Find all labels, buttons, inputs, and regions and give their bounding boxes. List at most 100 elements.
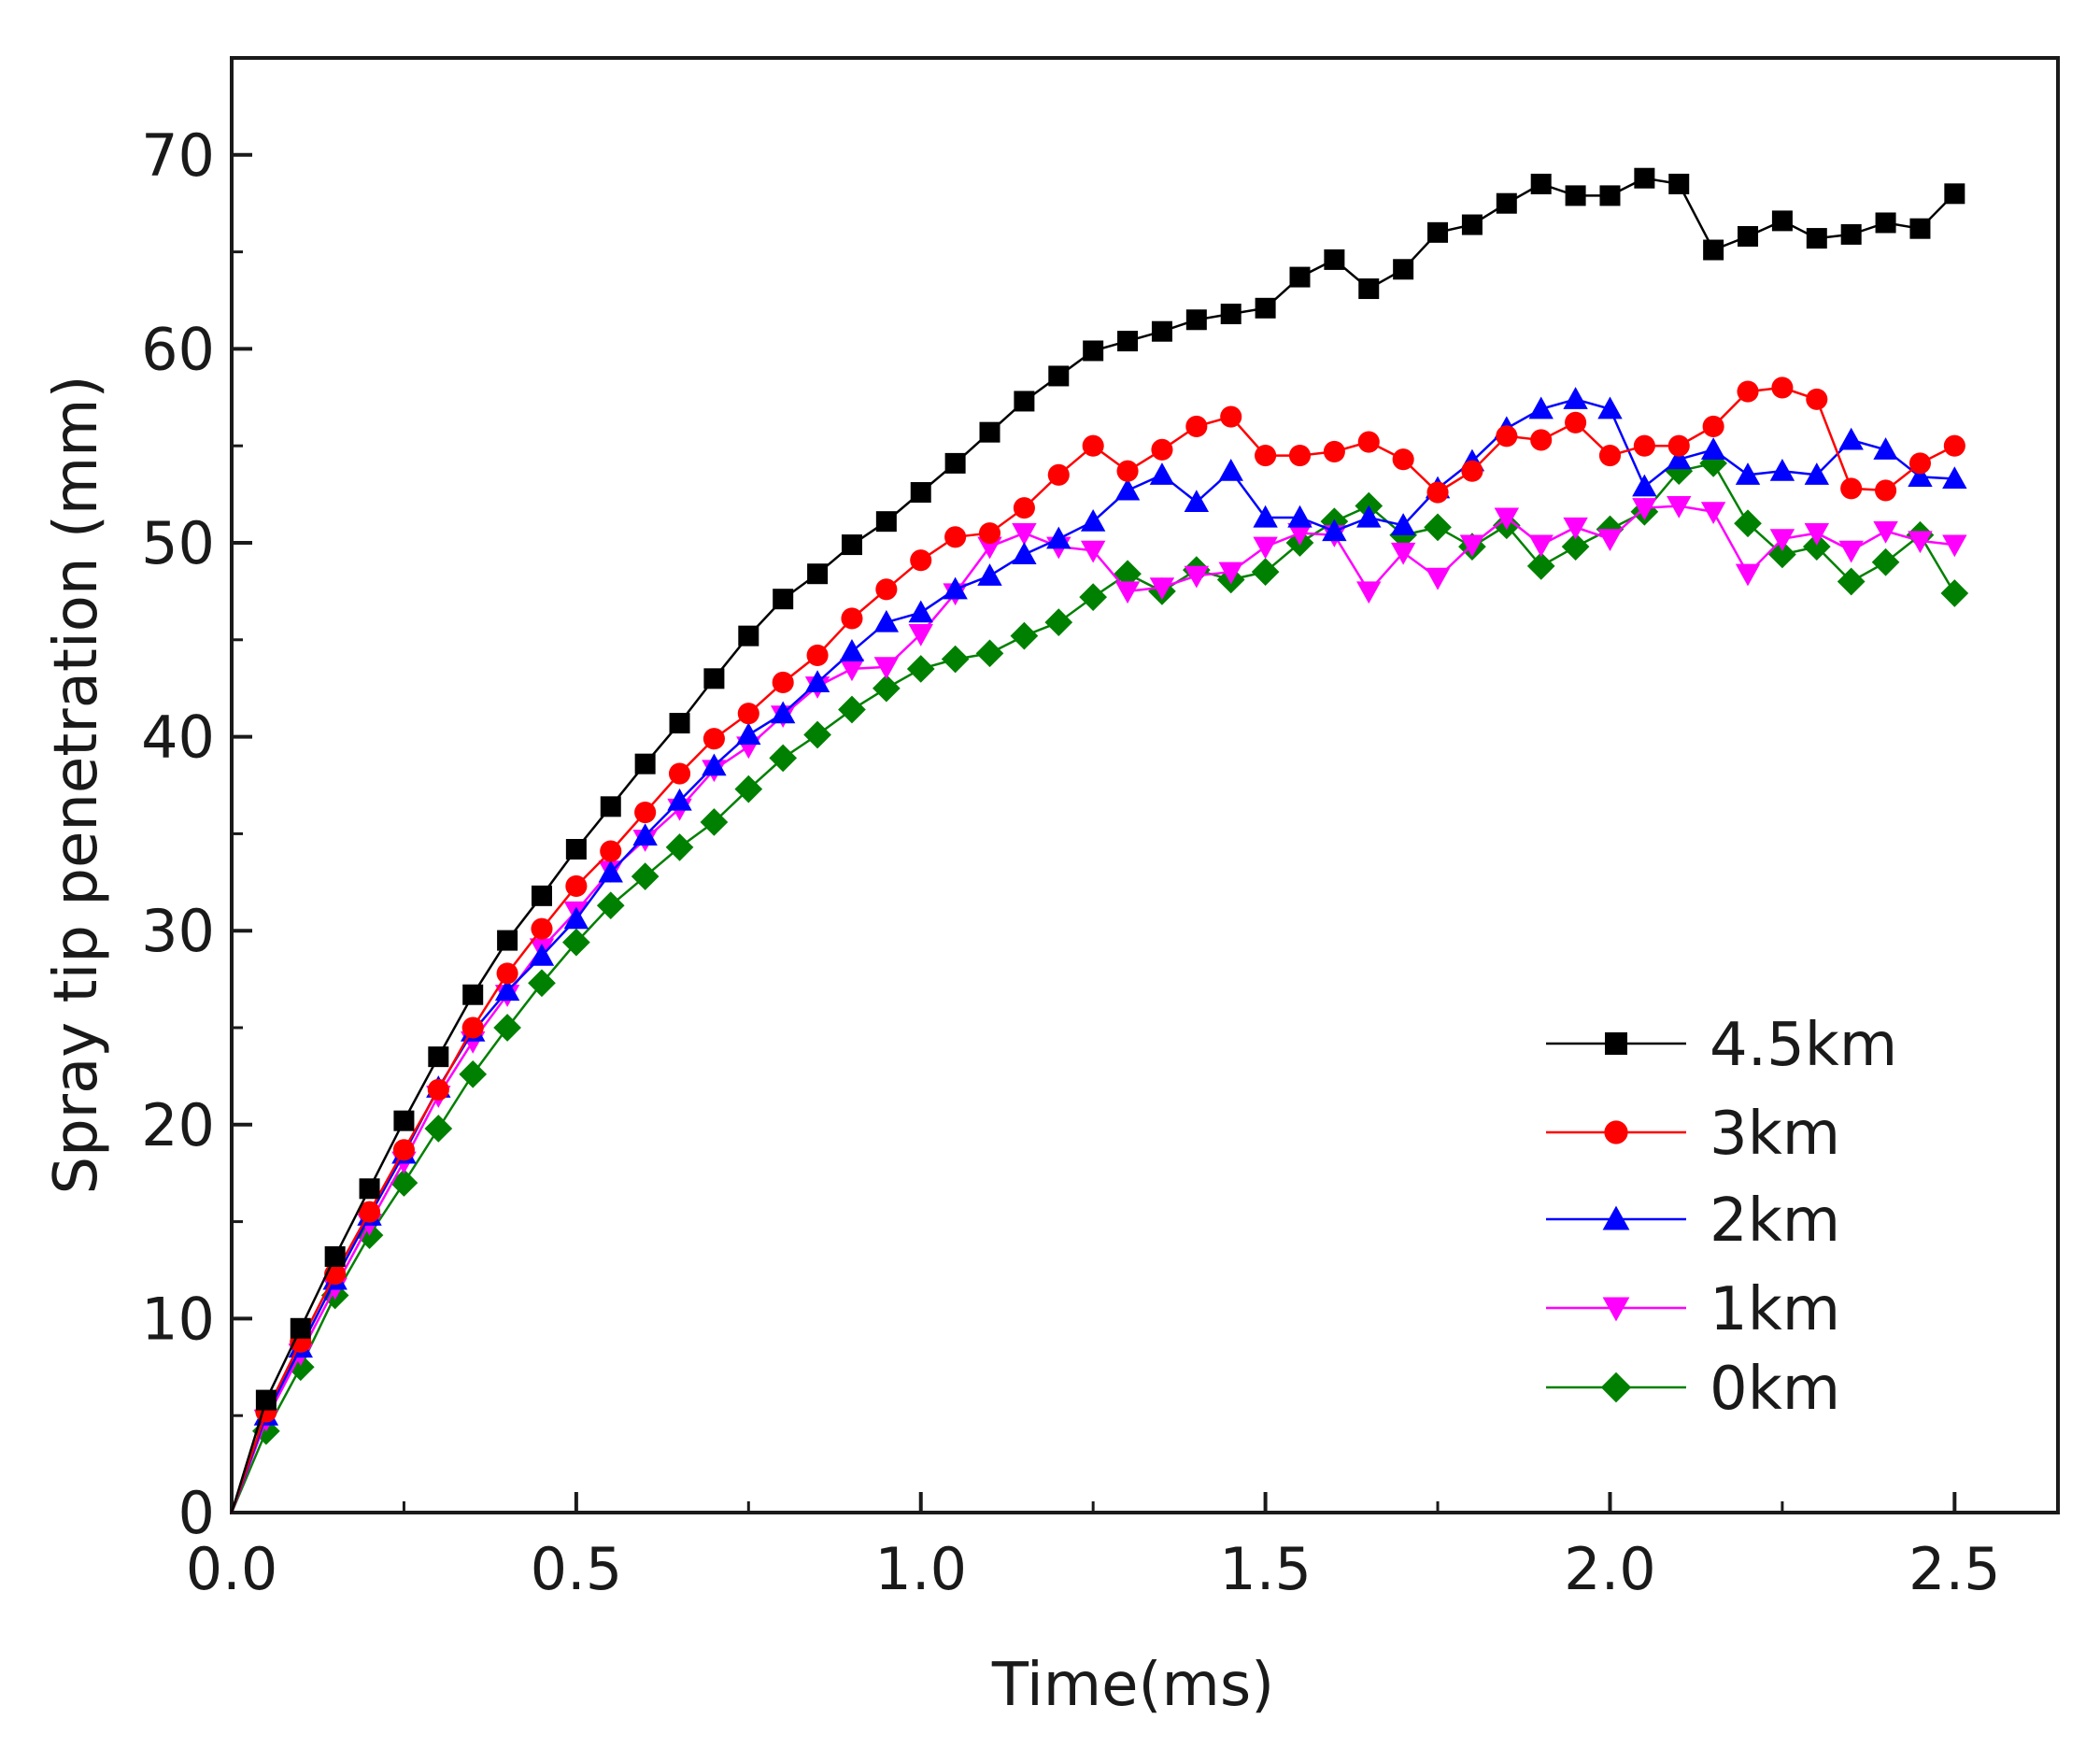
series-line [230, 462, 1956, 1514]
data-point [1737, 380, 1759, 403]
legend: 4.5km 3km 2km 1km 0km [1546, 1011, 1897, 1424]
series-layer [230, 167, 1969, 1514]
data-point [1873, 520, 1898, 544]
data-point [393, 1110, 415, 1131]
data-point [702, 728, 725, 750]
data-point [1735, 563, 1761, 587]
data-point [1944, 183, 1965, 205]
data-point [1632, 498, 1657, 520]
data-point [1702, 415, 1724, 437]
data-point [1738, 225, 1759, 247]
legend-item: 0km [1546, 1355, 1840, 1424]
data-point [1838, 427, 1864, 450]
data-point [1634, 167, 1655, 189]
plot-frame [230, 56, 2060, 1514]
data-point [1804, 523, 1829, 546]
data-point [600, 796, 621, 817]
data-point [1940, 579, 1969, 607]
data-point [1837, 567, 1866, 596]
data-point [875, 511, 897, 533]
legend-item: 1km [1546, 1275, 1840, 1344]
series-4.5km [230, 167, 1965, 1514]
data-point [1528, 534, 1554, 558]
data-point [1873, 437, 1898, 460]
data-point [358, 1201, 381, 1223]
data-point [493, 1014, 521, 1042]
data-point [841, 534, 862, 556]
data-point [1563, 517, 1588, 540]
data-point [1044, 608, 1073, 636]
data-point [1769, 458, 1795, 481]
y-tick-label: 30 [141, 897, 215, 965]
data-point [1565, 185, 1586, 206]
data-point [290, 1317, 311, 1339]
data-point [838, 695, 866, 724]
legend-item: 4.5km [1546, 1011, 1897, 1080]
data-point [943, 576, 968, 600]
data-point [1046, 526, 1071, 549]
data-point [1114, 477, 1141, 501]
data-point [531, 917, 553, 940]
data-point [769, 744, 798, 773]
data-point [528, 969, 556, 998]
data-point [1357, 431, 1380, 453]
data-point [563, 906, 589, 930]
data-point [1806, 228, 1827, 249]
data-point [1875, 212, 1896, 234]
data-point [1530, 429, 1553, 451]
data-point [1425, 567, 1451, 590]
data-point [804, 670, 830, 693]
data-point [803, 720, 831, 749]
data-point [531, 885, 552, 906]
data-point [1840, 223, 1862, 245]
data-point [978, 522, 1001, 545]
data-point [1151, 438, 1173, 461]
legend-marker [1605, 1032, 1627, 1055]
data-point [1080, 540, 1106, 563]
data-point [1528, 396, 1554, 419]
data-point [494, 978, 520, 1002]
data-point [1496, 425, 1518, 448]
data-point [632, 823, 658, 846]
data-point [977, 563, 1002, 586]
data-point [1908, 531, 1933, 554]
data-point [1804, 462, 1829, 485]
data-point [1116, 460, 1139, 482]
data-point [1014, 391, 1035, 412]
data-point [1700, 502, 1726, 524]
data-point [910, 549, 932, 572]
legend-marker [1602, 1297, 1630, 1322]
data-point [600, 840, 622, 862]
data-point [1597, 529, 1623, 552]
data-point [1255, 445, 1277, 467]
legend-marker [1600, 1371, 1632, 1403]
data-point [1526, 552, 1555, 580]
data-point [1083, 340, 1104, 362]
data-point [1530, 173, 1552, 194]
data-point [1255, 297, 1276, 319]
data-point [1149, 577, 1175, 600]
data-point [631, 862, 660, 890]
data-point [1735, 462, 1761, 485]
legend-marker [1602, 1205, 1630, 1230]
data-point [1012, 523, 1037, 546]
data-point [1080, 508, 1106, 532]
series-1km [230, 495, 1967, 1514]
data-point [873, 609, 900, 632]
data-point [1079, 583, 1108, 611]
data-point [1599, 185, 1621, 206]
data-point [910, 482, 931, 504]
data-point [1942, 466, 1967, 490]
y-tick-label: 50 [141, 509, 215, 577]
data-point [1012, 542, 1037, 565]
data-point [634, 753, 656, 775]
data-point [1496, 192, 1517, 214]
data-point [562, 928, 590, 957]
legend-label: 1km [1710, 1275, 1840, 1344]
data-point [772, 671, 794, 694]
legend-item: 3km [1546, 1100, 1840, 1169]
x-axis-title: Time(ms) [991, 1651, 1274, 1720]
data-point [459, 1059, 488, 1088]
